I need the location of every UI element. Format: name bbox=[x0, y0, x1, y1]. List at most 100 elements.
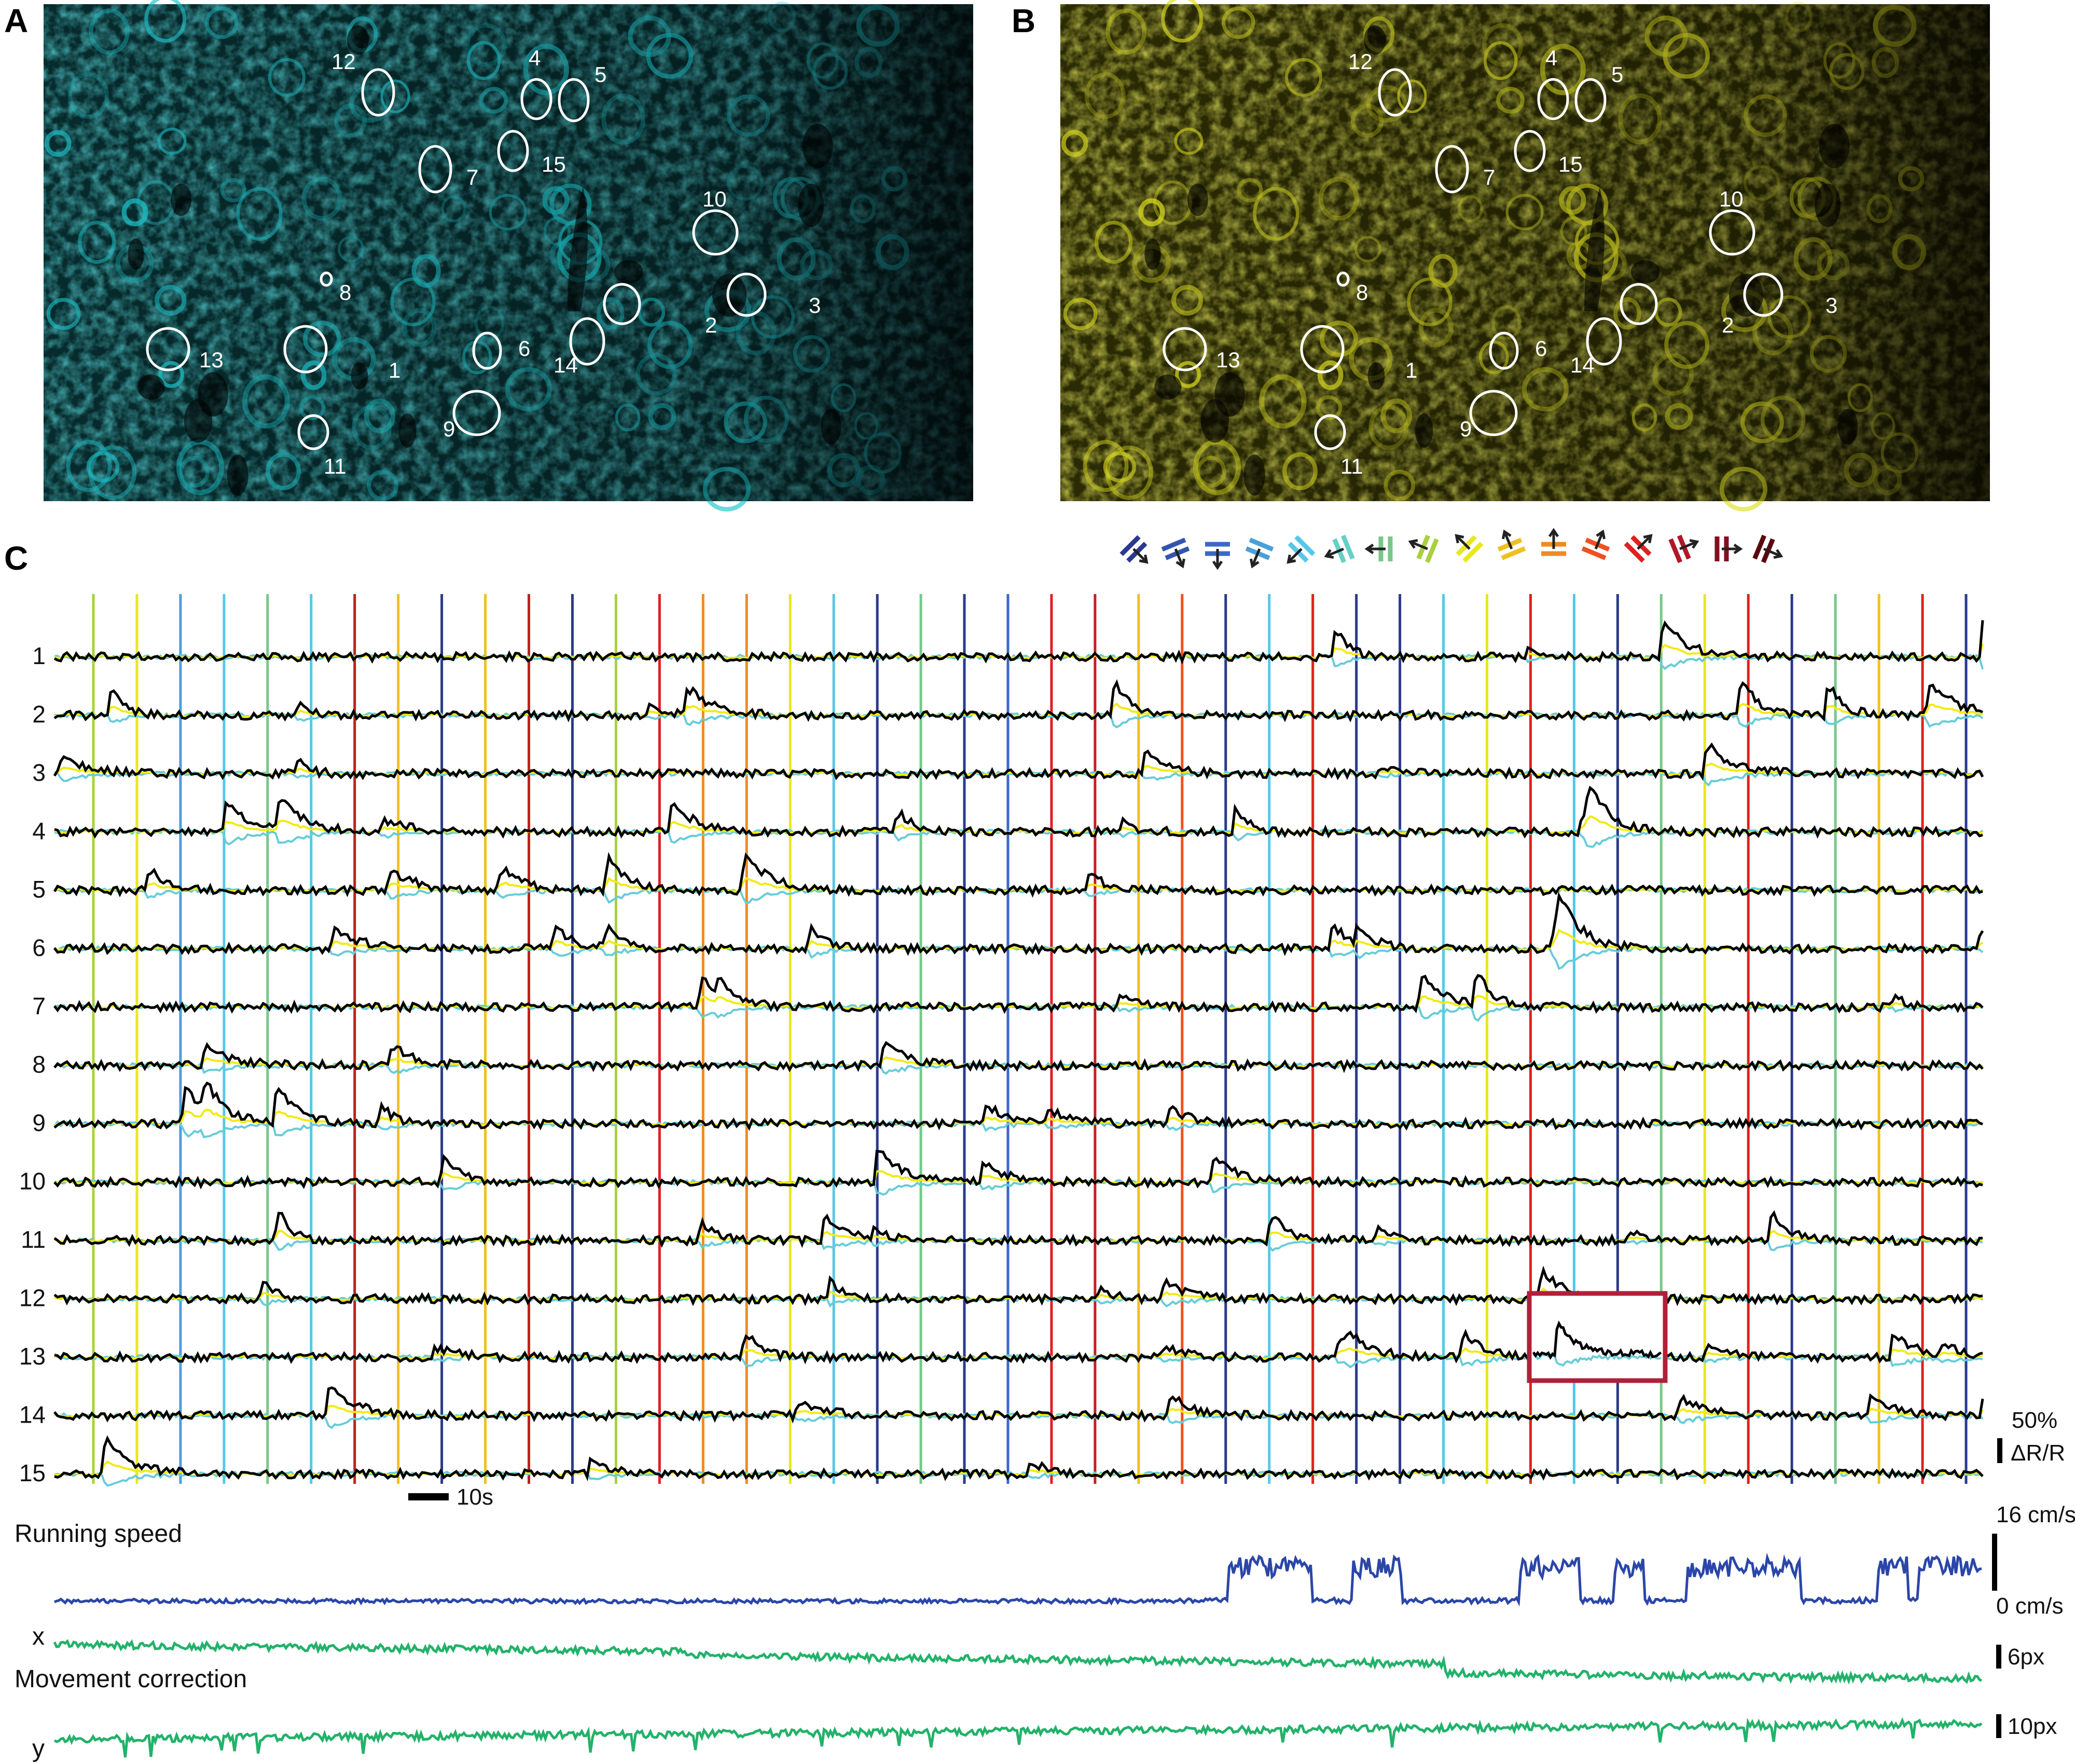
stimulus-direction-icon bbox=[1286, 535, 1316, 564]
roi-label: 15 bbox=[542, 152, 566, 176]
roi-label: 11 bbox=[324, 454, 347, 478]
roi-outline bbox=[520, 78, 552, 120]
roi-outline bbox=[692, 209, 739, 256]
roi-label: 2 bbox=[705, 313, 717, 337]
stimulus-direction-icon bbox=[1581, 529, 1610, 560]
row-label: 8 bbox=[32, 1051, 46, 1078]
ratio-trace bbox=[53, 891, 1984, 956]
time-scale-label: 10s bbox=[457, 1484, 493, 1510]
roi-outline bbox=[1300, 325, 1345, 374]
roi-label: 3 bbox=[1825, 293, 1837, 318]
response-scale-unit: ΔR/R bbox=[2011, 1440, 2065, 1466]
roi-outline bbox=[146, 327, 190, 371]
stimulus-direction-icon bbox=[1752, 534, 1783, 563]
movement-x-scale: 6px bbox=[2008, 1644, 2044, 1670]
trace-row bbox=[53, 679, 1984, 729]
roi-outline bbox=[1620, 283, 1658, 325]
row-label: 7 bbox=[32, 993, 46, 1019]
roi-outline bbox=[1314, 414, 1346, 450]
trace-row bbox=[53, 1150, 1983, 1196]
ratio-trace bbox=[53, 679, 1983, 723]
stimulus-direction-icon bbox=[1714, 536, 1743, 561]
roi-label: 4 bbox=[1545, 46, 1557, 70]
trace-row bbox=[53, 742, 1984, 787]
yellow-channel-trace bbox=[54, 762, 1983, 776]
roi-outline bbox=[1574, 78, 1607, 122]
trace-row bbox=[53, 974, 1984, 1022]
ratio-trace bbox=[53, 1210, 1983, 1248]
roi-label: 11 bbox=[1340, 454, 1363, 478]
row-label: 9 bbox=[32, 1109, 46, 1136]
roi-outline bbox=[418, 145, 452, 194]
roi-label: 1 bbox=[389, 358, 400, 382]
ratio-trace bbox=[54, 785, 1983, 839]
roi-label: 6 bbox=[518, 336, 530, 361]
roi-label: 4 bbox=[529, 46, 541, 70]
panel-label-b: B bbox=[1012, 2, 1035, 39]
trace-row bbox=[54, 785, 1984, 848]
roi-label: 14 bbox=[554, 353, 578, 377]
ratio-trace bbox=[53, 974, 1984, 1014]
ratio-trace bbox=[53, 1081, 1983, 1131]
roi-label: 1 bbox=[1405, 358, 1417, 382]
yellow-channel-trace bbox=[54, 928, 1984, 952]
inset-ratio-trace bbox=[1532, 1320, 1662, 1360]
roi-label: 2 bbox=[1722, 313, 1734, 337]
roi-label: 9 bbox=[1460, 417, 1472, 441]
response-scale-bar: 50% ΔR/R bbox=[1997, 1408, 2065, 1466]
trace-row bbox=[53, 1041, 1984, 1075]
stimulus-direction-icon bbox=[1541, 528, 1566, 556]
trace-row bbox=[54, 1435, 1984, 1487]
roi-trace-rows bbox=[53, 620, 1984, 1487]
row-label: 14 bbox=[19, 1401, 46, 1428]
speed-scale-bar: 16 cm/s 0 cm/s bbox=[1992, 1502, 2075, 1619]
roi-label: 5 bbox=[594, 62, 606, 87]
row-label: 2 bbox=[32, 701, 46, 728]
speed-min-label: 0 cm/s bbox=[1996, 1593, 2064, 1619]
stimulus-direction-icon bbox=[1324, 534, 1355, 563]
trace-row bbox=[53, 1386, 1984, 1429]
movement-scale-bars: 6px 10px bbox=[1996, 1644, 2057, 1739]
stimulus-direction-icon bbox=[1205, 542, 1230, 570]
roi-outline bbox=[361, 68, 395, 117]
time-scale-bar: 10s bbox=[408, 1484, 493, 1510]
movement-y-trace bbox=[53, 1717, 1983, 1758]
roi-label: 14 bbox=[1570, 353, 1595, 377]
roi-label: 15 bbox=[1558, 152, 1583, 176]
running-speed-label: Running speed bbox=[15, 1520, 182, 1548]
ratio-trace bbox=[53, 1386, 1984, 1424]
panel-label-a: A bbox=[4, 2, 28, 39]
roi-outline bbox=[1469, 390, 1518, 436]
roi-label: 7 bbox=[466, 165, 478, 189]
stimulus-direction-icon bbox=[1624, 534, 1653, 563]
panel-label-c: C bbox=[4, 540, 28, 577]
stimulus-direction-icon bbox=[1161, 538, 1190, 569]
roi-label: 13 bbox=[1216, 348, 1240, 372]
roi-label: 10 bbox=[1719, 187, 1744, 211]
roi-outline bbox=[1586, 317, 1622, 366]
trace-row bbox=[53, 1210, 1983, 1252]
row-label: 10 bbox=[19, 1168, 46, 1195]
stimulus-direction-icon bbox=[1497, 529, 1526, 560]
stimulus-direction-icon bbox=[1668, 534, 1699, 563]
roi-label: 12 bbox=[331, 49, 356, 74]
ratio-trace bbox=[53, 742, 1984, 781]
trace-row bbox=[53, 1081, 1984, 1139]
roi-outline bbox=[297, 414, 329, 450]
roi-label: 8 bbox=[1356, 280, 1368, 305]
roi-outline bbox=[1743, 272, 1783, 317]
running-speed-trace bbox=[53, 1552, 1982, 1607]
ratio-trace bbox=[54, 1435, 1984, 1482]
cyan-channel-trace bbox=[54, 653, 1984, 670]
stimulus-direction-icon bbox=[1245, 538, 1274, 569]
roi-label: 10 bbox=[702, 187, 727, 211]
highlight-box bbox=[1527, 1291, 1668, 1383]
roi-outline bbox=[1336, 271, 1350, 287]
roi-outline bbox=[283, 325, 328, 374]
row-label: 3 bbox=[32, 759, 46, 786]
highlight-box-inset-trace bbox=[1532, 1320, 1662, 1367]
movement-x-label: x bbox=[32, 1623, 45, 1650]
trace-row bbox=[53, 851, 1984, 904]
